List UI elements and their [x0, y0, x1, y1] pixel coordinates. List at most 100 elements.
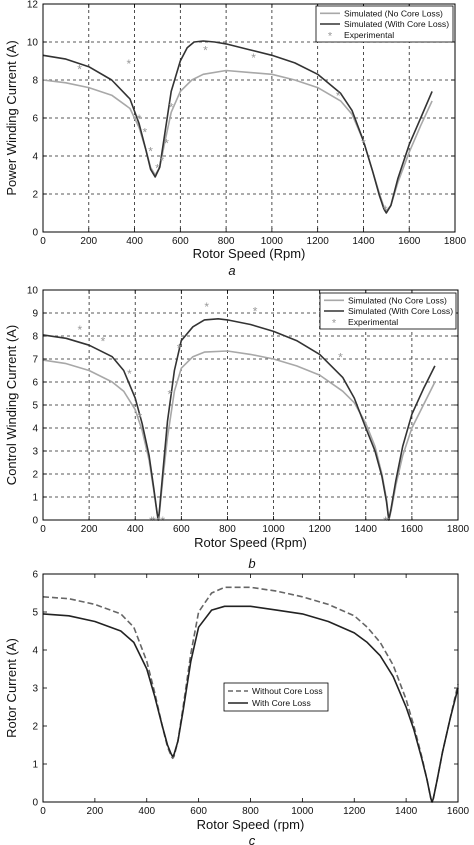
data-point: *	[78, 323, 83, 337]
y-axis-label: Rotor Current (A)	[4, 638, 19, 738]
legend: Simulated (No Core Loss)Simulated (With …	[319, 292, 457, 330]
data-point: *	[149, 514, 154, 528]
data-point: *	[336, 89, 341, 103]
data-point: *	[383, 203, 388, 217]
y-tick-label: 10	[27, 286, 39, 297]
plot-frame	[42, 573, 459, 803]
y-tick-label: 6	[32, 570, 38, 581]
chart-panel-a: 0 200 400 600 800 1000 1200 1400 1600 1800 0 2 4 6 8 10…	[4, 0, 467, 278]
x-axis-label: Rotor Speed (Rpm)	[194, 535, 307, 550]
data-point: *	[77, 63, 82, 77]
data-point: *	[204, 300, 209, 314]
plot-frame	[42, 3, 456, 233]
y-tick-label: 5	[32, 401, 38, 412]
legend-entry-label: With Core Loss	[252, 698, 311, 708]
y-tick-label: 4	[32, 646, 38, 657]
x-tick-label: 400	[126, 236, 143, 247]
series-line-1	[42, 40, 433, 214]
data-point: *	[177, 342, 182, 356]
x-tick-label: 800	[218, 236, 235, 247]
data-point: *	[383, 514, 388, 528]
legend-entry-label: Experimental	[344, 30, 394, 40]
legend-entry-label: Without Core Loss	[252, 686, 323, 696]
x-tick-label: 1200	[309, 524, 332, 535]
x-tick-label: 1800	[447, 524, 470, 535]
y-tick-label: 1	[32, 760, 38, 771]
x-tick-label: 1400	[355, 524, 378, 535]
y-axis-label: Power Winding Current (A)	[4, 40, 19, 195]
x-tick-label: 600	[190, 806, 207, 817]
data-point: *	[101, 335, 106, 349]
data-point: *	[143, 125, 148, 139]
data-point: *	[156, 514, 161, 528]
y-tick-label: 4	[32, 152, 38, 163]
data-point: *	[385, 514, 390, 528]
y-tick-label: 0	[32, 516, 38, 527]
x-tick-label: 400	[138, 806, 155, 817]
plot-frame	[42, 289, 459, 521]
x-tick-label: 1000	[262, 524, 285, 535]
x-tick-label: 1600	[398, 236, 421, 247]
x-tick-label: 0	[40, 524, 46, 535]
x-tick-label: 1200	[343, 806, 366, 817]
data-point: *	[169, 101, 174, 115]
data-point: *	[151, 514, 156, 528]
y-tick-label: 9	[32, 309, 38, 320]
x-tick-label: 600	[173, 524, 190, 535]
legend-entry-label: Simulated (No Core Loss)	[348, 296, 447, 306]
x-tick-label: 1800	[444, 236, 467, 247]
y-tick-label: 10	[27, 38, 39, 49]
y-axis-label: Control Winding Current (A)	[4, 325, 19, 485]
data-point: *	[361, 137, 366, 151]
y-tick-label: 1	[32, 493, 38, 504]
legend-marker: *	[328, 31, 333, 43]
data-point: *	[203, 44, 208, 58]
series-experimental: * *************	[77, 44, 388, 218]
panel-label: a	[228, 263, 235, 278]
x-axis-label: Rotor Speed (rpm)	[197, 817, 305, 832]
legend-marker: *	[332, 318, 337, 330]
data-point: *	[127, 367, 132, 381]
x-tick-label: 800	[242, 806, 259, 817]
y-tick-label: 3	[32, 684, 38, 695]
y-tick-label: 3	[32, 447, 38, 458]
y-tick-label: 6	[32, 378, 38, 389]
y-tick-label: 2	[32, 470, 38, 481]
data-point: *	[126, 57, 131, 71]
y-tick-label: 0	[32, 798, 38, 809]
y-tick-label: 4	[32, 424, 38, 435]
x-tick-label: 1400	[352, 236, 375, 247]
data-point: *	[155, 161, 160, 175]
x-tick-label: 0	[40, 806, 46, 817]
y-tick-label: 5	[32, 608, 38, 619]
data-point: *	[137, 112, 142, 126]
legend: Simulated (No Core Loss)Simulated (With …	[315, 5, 454, 43]
data-point: *	[164, 137, 169, 151]
y-tick-label: 2	[32, 722, 38, 733]
y-tick-label: 2	[32, 190, 38, 201]
data-point: *	[253, 305, 258, 319]
data-point: *	[251, 51, 256, 65]
data-point: *	[148, 144, 153, 158]
legend-entry-label: Simulated (No Core Loss)	[344, 9, 443, 19]
panel-label: b	[248, 556, 255, 571]
data-point: *	[338, 351, 343, 365]
x-tick-label: 1600	[401, 524, 424, 535]
panel-label: c	[249, 833, 256, 845]
x-tick-label: 200	[87, 806, 104, 817]
x-tick-label: 600	[172, 236, 189, 247]
x-tick-label: 800	[219, 524, 236, 535]
data-point: *	[137, 411, 142, 425]
legend: Without Core Loss With Core Loss	[223, 682, 329, 712]
data-point: *	[160, 154, 165, 168]
y-tick-label: 6	[32, 114, 38, 125]
y-tick-label: 8	[32, 76, 38, 87]
legend-entry-label: Simulated (With Core Loss)	[344, 19, 449, 29]
x-tick-label: 200	[81, 524, 98, 535]
x-axis-label: Rotor Speed (Rpm)	[193, 246, 306, 261]
legend-entry-label: Simulated (With Core Loss)	[348, 306, 453, 316]
x-tick-label: 1200	[307, 236, 330, 247]
series-experimental: ****** * **** ****	[78, 300, 391, 528]
y-tick-label: 8	[32, 332, 38, 343]
